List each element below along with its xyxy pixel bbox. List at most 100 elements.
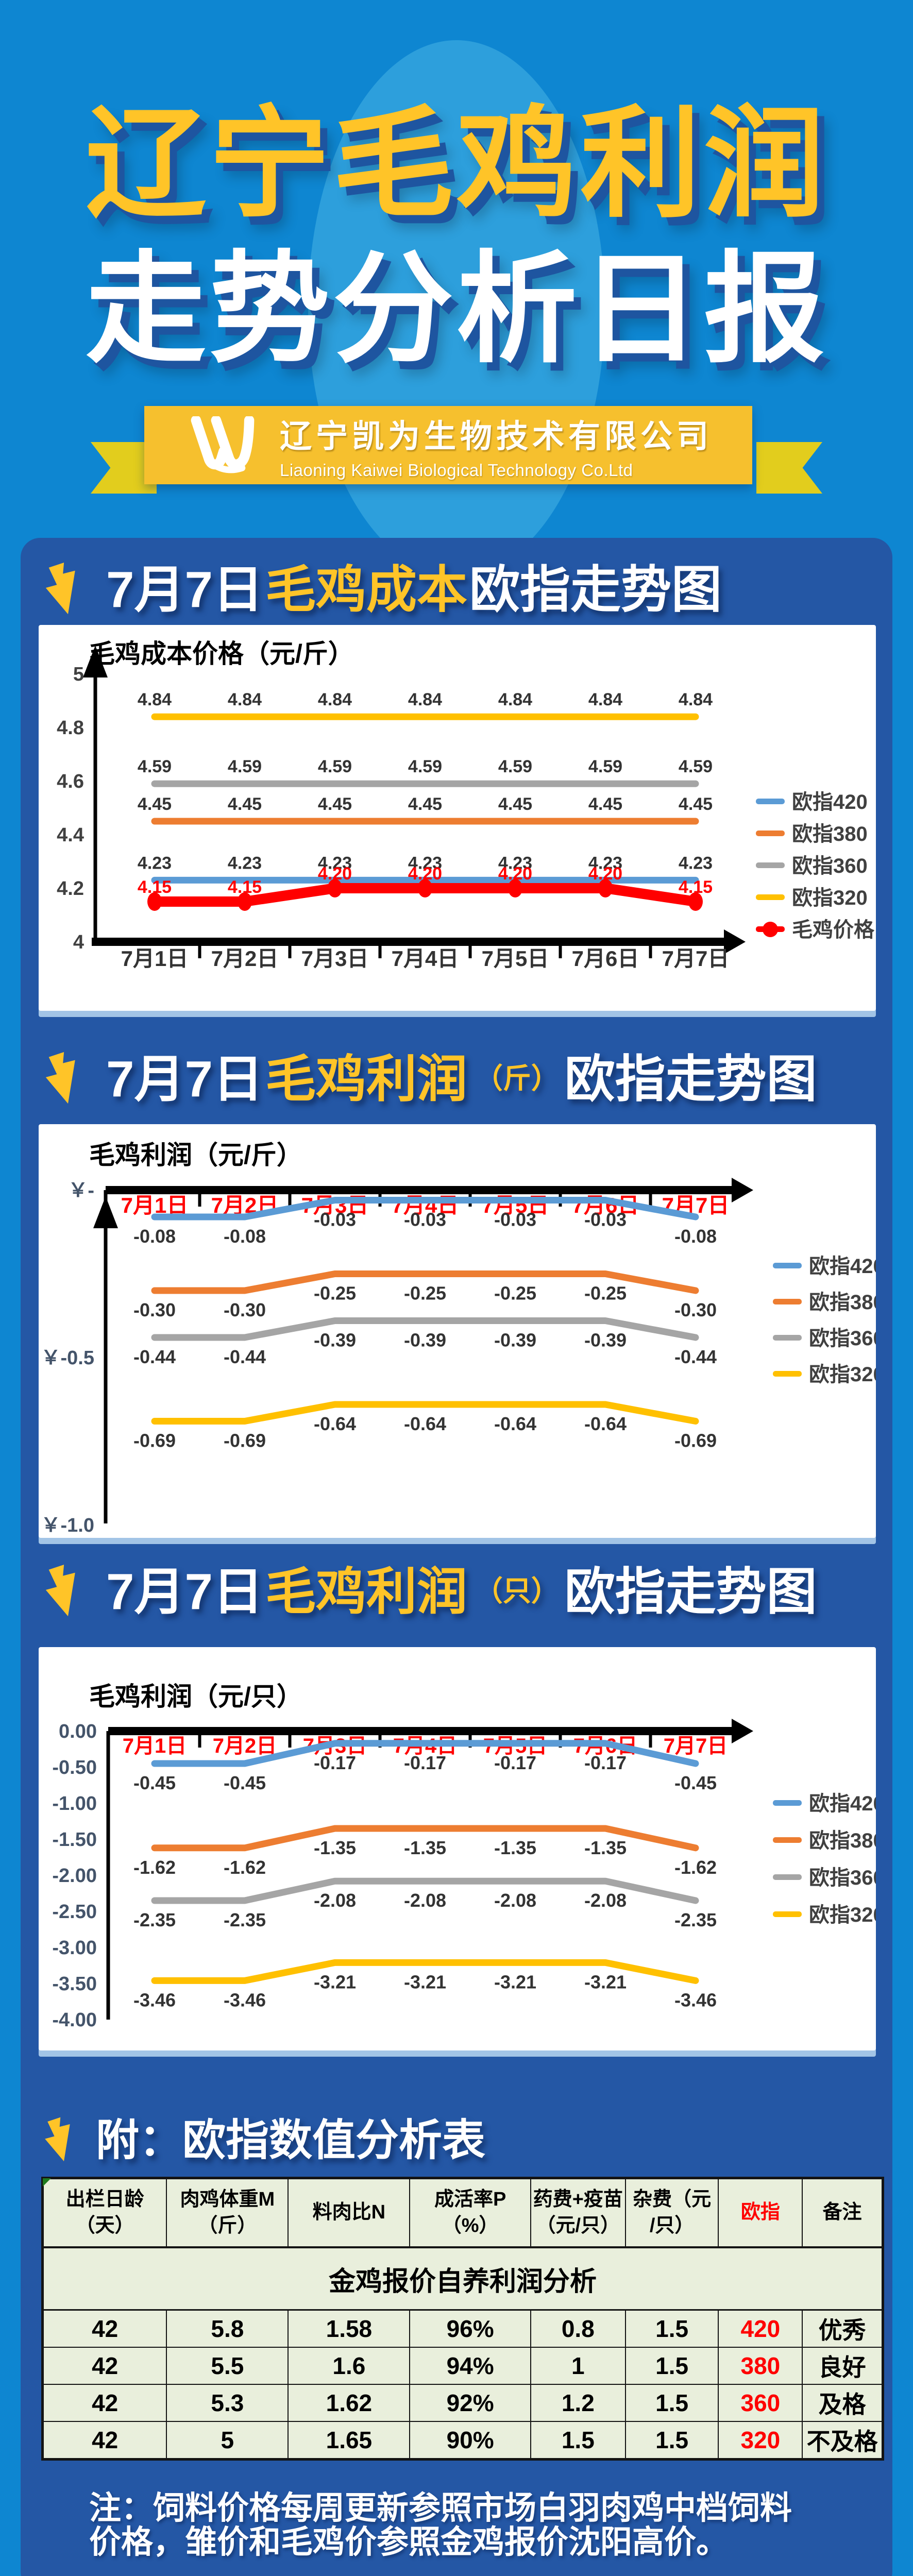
y-tick-label: 4 <box>73 931 84 953</box>
data-label-欧指420: -0.08 <box>224 1226 266 1247</box>
y-tick-label: -2.50 <box>52 1901 97 1923</box>
data-label-欧指380: -0.25 <box>494 1283 536 1304</box>
y-tick-label: 4.6 <box>57 771 84 792</box>
cost-chart-title: 毛鸡成本价格（元/斤） <box>89 639 354 668</box>
y-tick-label: -3.00 <box>52 1937 97 1959</box>
data-label-欧指360: -2.35 <box>674 1909 717 1930</box>
legend-swatch-欧指420 <box>756 799 785 804</box>
series-marker-毛鸡价格 <box>598 879 613 897</box>
table-row: 42 5 1.65 90% 1.5 1.5 320 不及格 <box>42 2421 883 2459</box>
data-label-欧指420: -0.08 <box>133 1226 176 1247</box>
section-0-heading-part-2: 欧指走势图 <box>469 561 722 618</box>
footnote: 注：饲料价格每周更新参照市场白羽肉鸡中档饲料 价格，雏价和毛鸡价参照金鸡报价沈阳… <box>89 2492 792 2560</box>
legend-swatch-欧指420 <box>773 1800 802 1806</box>
banner-text: 辽宁凯为生物技术有限公司 Liaoning Kaiwei Biological … <box>280 410 713 480</box>
data-label-欧指360: 4.59 <box>408 757 442 776</box>
profit-jin-chart-title: 毛鸡利润（元/斤） <box>89 1141 302 1170</box>
company-name-en: Liaoning Kaiwei Biological Technology Co… <box>279 461 633 480</box>
series-line-欧指320 <box>151 1401 699 1425</box>
data-label-欧指380: -1.35 <box>404 1837 446 1858</box>
y-tick-label: -1.50 <box>52 1829 97 1851</box>
data-label-欧指380: -1.35 <box>314 1837 356 1858</box>
data-label-欧指380: 4.45 <box>318 794 352 814</box>
y-tick-label: ￥-0.5 <box>41 1347 94 1369</box>
table-cell-3-6: 320 <box>718 2421 803 2459</box>
table-col-header-0: 出栏日龄 （天） <box>42 2178 167 2248</box>
data-label-欧指360: 4.59 <box>318 757 352 776</box>
footnote-line1: 注：饲料价格每周更新参照市场白羽肉鸡中档饲料 <box>89 2490 792 2526</box>
legend-label-欧指420: 欧指420 <box>809 1255 876 1278</box>
x-axis-tick <box>288 1194 292 1207</box>
table-cell-3-2: 1.65 <box>288 2421 411 2459</box>
table-cell-0-1: 5.8 <box>166 2309 289 2348</box>
x-axis-tick <box>198 1735 201 1748</box>
legend-label-欧指360: 欧指360 <box>792 855 868 877</box>
section-heading-table: 附：欧指数值分析表 <box>42 2116 487 2164</box>
series-line-欧指360 <box>151 1877 699 1904</box>
y-tick-label: 4.4 <box>57 824 84 846</box>
table-cell-2-5: 1.5 <box>624 2384 719 2422</box>
data-label-欧指320: -0.69 <box>133 1430 176 1451</box>
table-cell-2-7: 及格 <box>802 2384 883 2422</box>
data-label-欧指380: -0.25 <box>314 1283 356 1304</box>
data-label-欧指320: 4.84 <box>588 690 622 709</box>
data-label-毛鸡价格: 4.20 <box>498 864 532 884</box>
table-cell-1-5: 1.5 <box>624 2347 719 2385</box>
table-cell-1-4: 1 <box>530 2347 626 2385</box>
y-tick-label: -3.50 <box>52 1973 97 1995</box>
y-tick-label: 4.8 <box>57 717 84 739</box>
company-name-cn: 辽宁凯为生物技术有限公司 <box>279 419 713 454</box>
data-label-欧指320: -0.64 <box>584 1413 627 1434</box>
data-label-欧指360: -2.08 <box>404 1890 446 1911</box>
table-cell-1-3: 94% <box>409 2347 531 2385</box>
x-axis-arrow-icon <box>732 1178 753 1202</box>
y-tick-label: -4.00 <box>52 2009 97 2031</box>
legend-swatch-欧指360 <box>773 1874 802 1880</box>
data-label-欧指360: -2.08 <box>584 1890 627 1911</box>
data-label-欧指380: -1.62 <box>224 1857 266 1878</box>
y-axis-arrow-icon <box>93 1196 118 1228</box>
series-marker-毛鸡价格 <box>508 879 522 897</box>
data-label-欧指360: -0.39 <box>584 1330 627 1351</box>
data-label-欧指360: -0.44 <box>133 1346 176 1367</box>
table-cell-0-4: 0.8 <box>530 2309 626 2348</box>
data-label-欧指380: -1.35 <box>584 1837 627 1858</box>
legend-swatch-欧指320 <box>773 1371 802 1377</box>
table-cell-0-5: 1.5 <box>624 2309 719 2348</box>
table-col-header-4: 药费+疫苗 （元/只） <box>530 2178 626 2248</box>
data-label-欧指320: 4.84 <box>228 690 262 709</box>
table-cell-0-0: 42 <box>42 2309 167 2348</box>
cost-chart-card: 毛鸡成本价格（元/斤） 5 4.8 4.6 4.4 4.2 4 7月1日 7月2日 7月3日 7月… <box>39 625 876 1011</box>
table-cell-3-1: 5 <box>166 2421 289 2459</box>
data-label-欧指380: -1.62 <box>133 1857 176 1878</box>
data-label-欧指360: -0.44 <box>224 1346 266 1367</box>
data-label-欧指320: -3.46 <box>674 1989 717 2010</box>
data-label-欧指320: -0.69 <box>674 1430 717 1451</box>
table-cell-1-1: 5.5 <box>166 2347 289 2385</box>
data-label-欧指380: 4.45 <box>679 794 713 814</box>
data-label-欧指360: -2.08 <box>494 1890 536 1911</box>
profit-jin-chart-card: 毛鸡利润（元/斤） ￥- ￥-0.5 ￥-1.0 7月1日 7月2日 7月3日 7月4日 7月… <box>39 1124 876 1538</box>
legend-label-欧指380: 欧指380 <box>809 1829 876 1852</box>
section-1-heading-part-1: 毛鸡利润 <box>265 1050 468 1107</box>
legend-swatch-欧指360 <box>773 1335 802 1341</box>
table-cell-1-0: 42 <box>42 2347 167 2385</box>
legend-swatch-欧指380 <box>773 1299 802 1304</box>
x-tick-label: 7月7日 <box>664 1735 728 1757</box>
table-col-header-1: 肉鸡体重M （斤） <box>166 2178 289 2248</box>
x-tick-label: 7月2日 <box>211 946 279 971</box>
data-label-欧指420: -0.03 <box>494 1209 536 1230</box>
analysis-table-wrap: 金鸡报价自养利润分析 出栏日龄 （天） 肉鸡体重M （斤） 料肉比N 成活率P （%）药… <box>41 2177 884 2461</box>
data-label-欧指420: 4.23 <box>228 853 262 873</box>
legend-label-欧指320: 欧指320 <box>809 1363 876 1386</box>
data-label-欧指380: 4.45 <box>588 794 622 814</box>
legend-swatch-欧指320 <box>756 894 785 900</box>
data-label-欧指380: 4.45 <box>408 794 442 814</box>
data-label-欧指360: 4.59 <box>228 757 262 776</box>
table-row: 42 5.5 1.6 94% 1 1.5 380 良好 <box>42 2347 883 2385</box>
data-label-欧指320: -3.21 <box>494 1971 536 1992</box>
series-line-欧指420 <box>151 1740 699 1767</box>
legend-label-欧指420: 欧指420 <box>792 791 868 814</box>
x-tick-label: 7月4日 <box>392 946 459 971</box>
